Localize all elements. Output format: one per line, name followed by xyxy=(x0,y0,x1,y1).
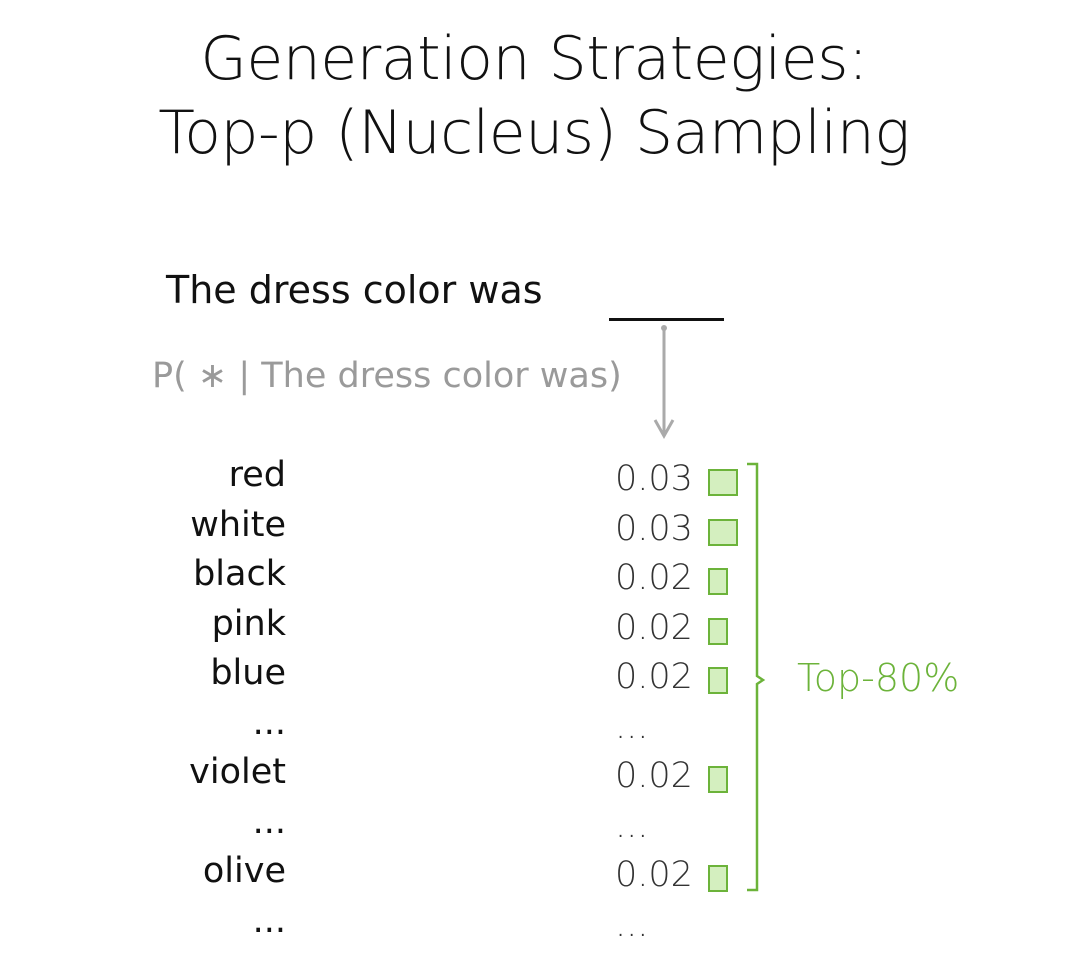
token-row: black 0.02 xyxy=(0,551,760,598)
token-prob-bar xyxy=(708,667,728,694)
title-line-1: Generation Strategies: xyxy=(200,24,868,94)
token-word: pink xyxy=(211,603,286,644)
token-prob: 0.02 xyxy=(615,657,693,697)
prompt-text: The dress color was xyxy=(166,268,543,312)
prompt-blank xyxy=(609,318,724,321)
token-row: pink 0.02 xyxy=(0,601,760,648)
token-prob-bar xyxy=(708,469,738,496)
token-prob: 0.03 xyxy=(615,508,693,549)
cond-prefix: P( xyxy=(152,356,198,396)
title-line-2: Top-p (Nucleus) Sampling xyxy=(158,98,910,168)
token-prob-bar xyxy=(708,865,728,892)
token-word: violet xyxy=(189,752,286,792)
right-brace-icon xyxy=(747,462,766,892)
token-row: ...... xyxy=(0,700,760,747)
token-word: red xyxy=(228,455,286,495)
token-word: ... xyxy=(252,702,286,743)
token-word: ... xyxy=(252,900,286,941)
cond-context: The dress color was xyxy=(261,356,609,396)
down-arrow-icon xyxy=(653,325,675,440)
slide-title: Generation Strategies: Top-p (Nucleus) S… xyxy=(0,22,1068,170)
token-prob: ... xyxy=(615,904,649,945)
token-word: white xyxy=(190,504,286,545)
token-prob: 0.03 xyxy=(615,459,693,499)
top-p-label: Top-80% xyxy=(797,656,960,700)
token-row: ...... xyxy=(0,799,760,846)
token-prob-bar xyxy=(708,568,728,595)
token-row: olive 0.02 xyxy=(0,848,760,895)
cond-suffix: ) xyxy=(608,356,622,396)
token-row: violet 0.02 xyxy=(0,749,760,796)
token-prob: 0.02 xyxy=(615,756,693,796)
token-prob-bar xyxy=(708,617,728,645)
cond-star: ∗ xyxy=(197,356,228,396)
token-prob: ... xyxy=(615,805,649,846)
token-prob: ... xyxy=(615,706,649,747)
token-prob-bar xyxy=(708,518,738,546)
token-row: blue 0.02 xyxy=(0,650,760,697)
token-word: blue xyxy=(210,653,286,693)
token-prob: 0.02 xyxy=(615,855,693,895)
cond-bar: | xyxy=(227,356,262,396)
token-row: white 0.03 xyxy=(0,502,760,549)
token-word: black xyxy=(193,554,286,594)
token-prob: 0.02 xyxy=(615,558,693,598)
conditional-probability: P( ∗ | The dress color was) xyxy=(152,356,622,396)
token-word: olive xyxy=(202,851,286,891)
token-word: ... xyxy=(252,801,286,842)
token-prob: 0.02 xyxy=(615,607,693,648)
token-row: ...... xyxy=(0,898,760,945)
token-prob-bar xyxy=(708,766,728,793)
token-row: red 0.03 xyxy=(0,452,760,499)
